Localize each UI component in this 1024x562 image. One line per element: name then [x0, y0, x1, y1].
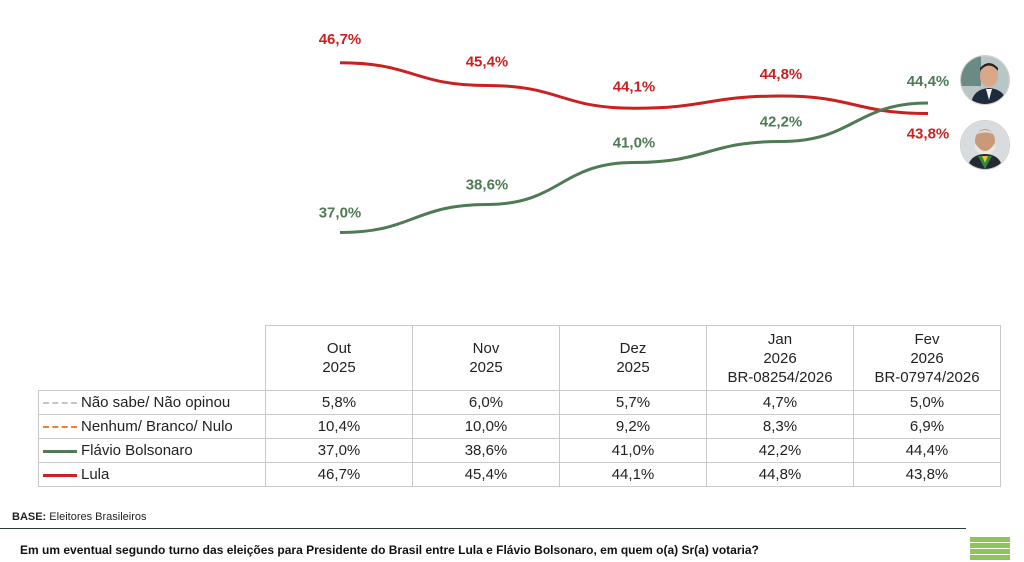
table-cell: 5,8%	[265, 390, 413, 415]
flavio-avatar	[960, 55, 1010, 105]
series-cell: Flávio Bolsonaro	[38, 438, 266, 463]
base-label: BASE:	[12, 511, 47, 523]
header-month: Fev	[914, 330, 940, 348]
table-cell: 45,4%	[412, 462, 560, 487]
series-cell: Não sabe/ Não opinou	[38, 390, 266, 415]
table-row-nao-sabe: Não sabe/ Não opinou 5,8% 6,0% 5,7% 4,7%…	[38, 390, 1001, 415]
header-year: 2025	[322, 359, 356, 376]
header-out-2025: Out 2025	[265, 325, 413, 391]
data-table: Out 2025 Nov 2025 Dez 2025 Jan 2026 BR-0…	[38, 325, 1001, 487]
series-label: Flávio Bolsonaro	[81, 442, 193, 459]
lula-avatar	[960, 120, 1010, 170]
survey-question: Em um eventual segundo turno das eleiçõe…	[20, 543, 759, 557]
data-label: 46,7%	[319, 31, 362, 48]
table-cell: 9,2%	[559, 414, 707, 439]
table-header-row: Out 2025 Nov 2025 Dez 2025 Jan 2026 BR-0…	[39, 325, 1001, 391]
header-nov-2025: Nov 2025	[412, 325, 560, 391]
series-line-fl-vio-bolsonaro	[339, 101, 929, 234]
header-month: Jan	[767, 330, 793, 348]
table-cell: 43,8%	[853, 462, 1001, 487]
data-label: 44,4%	[907, 73, 950, 90]
header-year: 2025	[469, 359, 503, 376]
data-label: 37,0%	[319, 205, 362, 222]
data-label: 45,4%	[466, 54, 509, 71]
header-year: 2025	[616, 359, 650, 376]
header-month: Dez	[619, 340, 647, 357]
data-label: 44,8%	[760, 66, 803, 83]
series-label: Não sabe/ Não opinou	[81, 394, 231, 411]
legend-swatch-nenhum	[43, 426, 77, 429]
header-month: Out	[326, 340, 352, 357]
table-cell: 44,8%	[706, 462, 854, 487]
data-label: 44,1%	[613, 78, 656, 95]
footer-divider	[0, 528, 966, 529]
table-row-lula: Lula 46,7% 45,4% 44,1% 44,8% 43,8%	[38, 462, 1001, 487]
table-cell: 41,0%	[559, 438, 707, 463]
header-dez-2025: Dez 2025	[559, 325, 707, 391]
legend-swatch-flavio	[43, 449, 77, 453]
table-cell: 4,7%	[706, 390, 854, 415]
table-cell: 44,1%	[559, 462, 707, 487]
table-corner	[39, 326, 266, 391]
header-month: Nov	[472, 340, 500, 357]
line-chart: 46,7% 45,4% 44,1% 44,8% 43,8% 37,0% 38,6% 41,0%…	[319, 31, 950, 234]
table-cell: 38,6%	[412, 438, 560, 463]
series-label: Nenhum/ Branco/ Nulo	[81, 418, 233, 435]
table-cell: 6,9%	[853, 414, 1001, 439]
table-cell: 46,7%	[265, 462, 413, 487]
data-label: 43,8%	[907, 126, 950, 143]
data-label: 38,6%	[466, 177, 509, 194]
table-row-flavio: Flávio Bolsonaro 37,0% 38,6% 41,0% 42,2%…	[38, 438, 1001, 463]
header-jan-2026: Jan 2026 BR-08254/2026	[706, 325, 854, 391]
data-label: 42,2%	[760, 114, 803, 131]
series-cell: Nenhum/ Branco/ Nulo	[38, 414, 266, 439]
header-registration: BR-07974/2026	[874, 368, 980, 386]
table-cell: 6,0%	[412, 390, 560, 415]
table-cell: 42,2%	[706, 438, 854, 463]
series-line-lula	[339, 61, 929, 115]
table-cell: 5,7%	[559, 390, 707, 415]
table-cell: 37,0%	[265, 438, 413, 463]
table-cell: 44,4%	[853, 438, 1001, 463]
brand-logo	[970, 537, 1010, 562]
table-cell: 5,0%	[853, 390, 1001, 415]
legend-swatch-lula	[43, 473, 77, 477]
table-cell: 10,0%	[412, 414, 560, 439]
header-year: 2026	[910, 349, 944, 367]
data-label: 41,0%	[613, 135, 656, 152]
series-cell: Lula	[38, 462, 266, 487]
table-cell: 10,4%	[265, 414, 413, 439]
header-year: 2026	[763, 349, 797, 367]
series-label: Lula	[81, 466, 110, 483]
table-cell: 8,3%	[706, 414, 854, 439]
header-fev-2026: Fev 2026 BR-07974/2026	[853, 325, 1001, 391]
header-registration: BR-08254/2026	[727, 368, 833, 386]
legend-swatch-nao-sabe	[43, 402, 77, 405]
base-value: Eleitores Brasileiros	[49, 511, 147, 523]
base-note: BASE: Eleitores Brasileiros	[12, 511, 147, 523]
table-row-nenhum: Nenhum/ Branco/ Nulo 10,4% 10,0% 9,2% 8,…	[38, 414, 1001, 439]
